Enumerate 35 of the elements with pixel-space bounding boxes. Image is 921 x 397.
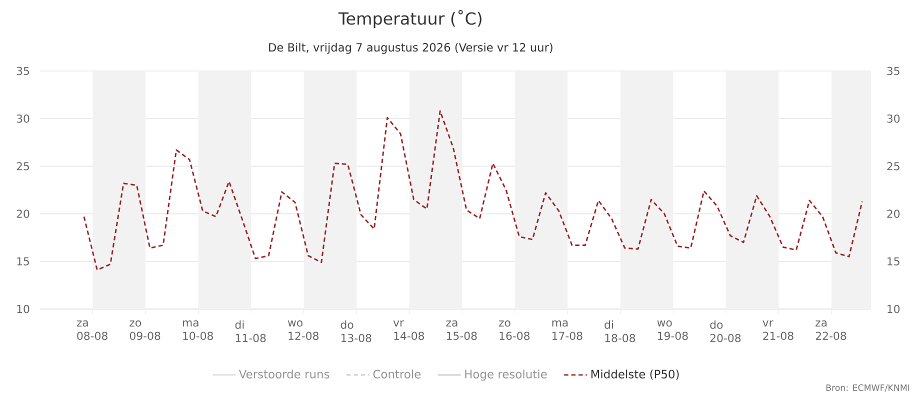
y-tick-label: 25	[16, 162, 29, 170]
x-tick-label: za 08-08	[76, 320, 108, 340]
x-tick-label: di 11-08	[235, 320, 266, 342]
y-tick-label: 20	[16, 210, 30, 218]
x-tick-label: ma 10-08	[182, 320, 213, 340]
y-tick-label: 35	[16, 66, 29, 76]
x-tick-label: wo 12-08	[288, 320, 318, 340]
line-series	[83, 110, 863, 271]
x-tick-label: zo 16-08	[498, 320, 530, 340]
y2-tick-label: 35	[887, 66, 900, 76]
y2-tick-label: 10	[888, 304, 900, 314]
y2-tick-label: 15	[888, 257, 900, 266]
y2-tick-label: 20	[887, 210, 900, 218]
text: Bron: ECMWF/KNMI	[826, 384, 910, 392]
x-tick-label: za 22-08	[816, 320, 846, 340]
x-tick-label: ma 17-08	[552, 320, 582, 340]
x-tick-label: di 18-08	[604, 320, 636, 342]
chart-title: Temperatuur (˚C)	[338, 10, 482, 28]
x-tick-label: do 13-08	[340, 320, 372, 342]
y-tick-label: 10	[17, 304, 30, 314]
legend-label: Controle	[373, 370, 421, 378]
x-tick-label: vr 21-08	[762, 320, 794, 340]
x-tick-label: zo 09-08	[130, 320, 160, 340]
x-tick-label: do 20-08	[710, 320, 741, 342]
chart-subtitle: De Bilt, vrijdag 7 augustus 2026 (Versie vr 12 uur)	[269, 42, 552, 54]
y2-tick-label: 30	[887, 114, 900, 123]
y2-tick-label: 25	[887, 162, 900, 170]
y-tick-label: 15	[17, 257, 29, 266]
x-tick-label: vr 14-08	[393, 320, 424, 340]
legend-label: Middelste (P50)	[591, 370, 679, 380]
legend-label: Verstoorde runs	[238, 370, 330, 378]
y-tick-label: 30	[16, 114, 30, 123]
x-tick-label: wo 19-08	[657, 320, 688, 340]
legend-label: Hoge resolutie	[465, 370, 547, 381]
x-tick-label: za 15-08	[446, 320, 477, 340]
